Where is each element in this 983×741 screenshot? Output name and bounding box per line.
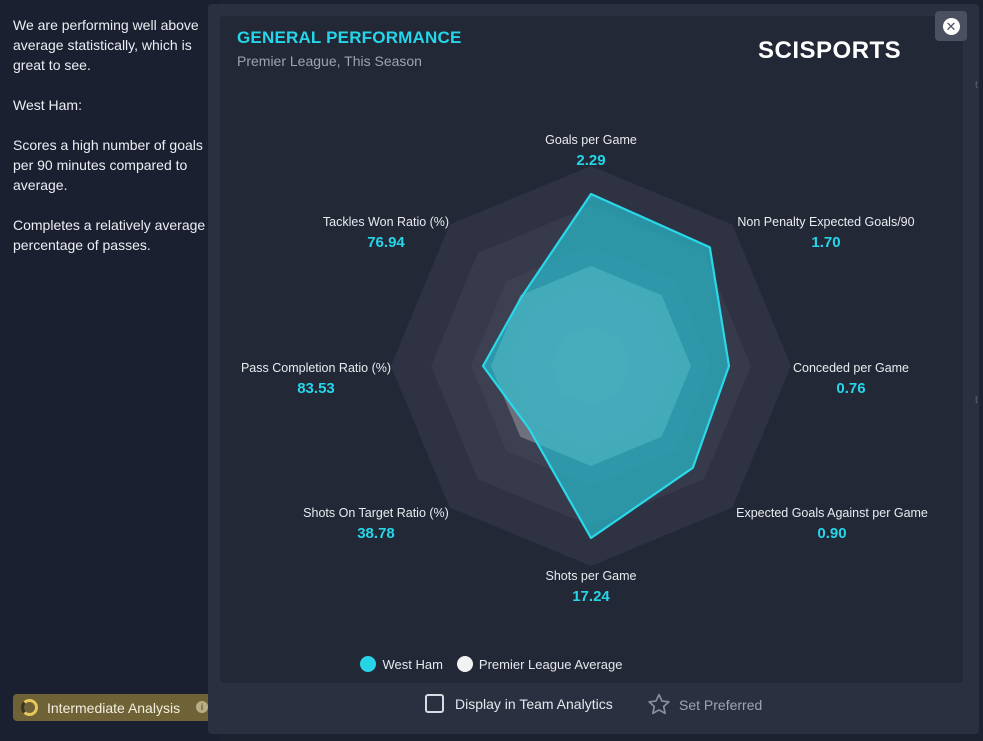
display-team-analytics-checkbox[interactable]: Display in Team Analytics xyxy=(425,694,613,713)
legend-label: West Ham xyxy=(382,656,443,672)
legend-swatch xyxy=(360,656,377,672)
axis-label: Shots per Game xyxy=(545,569,637,583)
legend-swatch xyxy=(456,656,473,672)
axis-value: 2.29 xyxy=(576,152,606,169)
intermediate-analysis-label: Intermediate Analysis xyxy=(47,699,181,716)
axis-value: 0.76 xyxy=(836,380,866,397)
axis-value: 76.94 xyxy=(367,234,405,251)
axis-value: 17.24 xyxy=(572,588,610,605)
background-edge-glyph: t xyxy=(975,80,978,91)
close-button[interactable]: ✕ xyxy=(935,11,967,41)
chart-legend: West Ham Premier League Average xyxy=(0,656,983,672)
card-title: GENERAL PERFORMANCE xyxy=(237,28,462,47)
scisports-logo: SCISPORTS xyxy=(758,37,902,64)
axis-label: Non Penalty Expected Goals/90 xyxy=(737,215,915,229)
axis-label: Tackles Won Ratio (%) xyxy=(322,215,450,229)
axis-label: Conceded per Game xyxy=(792,361,910,375)
analysis-paragraph: Completes a relatively average percentag… xyxy=(13,217,206,253)
axis-label: Expected Goals Against per Game xyxy=(736,506,928,520)
axis-value: 1.70 xyxy=(811,234,841,251)
star-icon xyxy=(648,693,670,715)
radar-chart xyxy=(391,166,791,566)
set-preferred-button[interactable]: Set Preferred xyxy=(646,692,762,717)
info-icon[interactable]: i xyxy=(196,701,208,713)
legend-item-league-average: Premier League Average xyxy=(456,656,623,672)
left-panel: We are performing well above average sta… xyxy=(0,0,220,741)
axis-value: 83.53 xyxy=(297,380,335,397)
legend-item-west-ham: West Ham xyxy=(360,656,443,672)
set-preferred-label: Set Preferred xyxy=(679,696,763,713)
analysis-paragraph: Scores a high number of goals per 90 min… xyxy=(13,137,203,193)
series-west-ham-area xyxy=(481,192,731,540)
background-edge-glyph: t xyxy=(975,395,978,406)
legend-label: Premier League Average xyxy=(478,656,623,672)
axis-value: 38.78 xyxy=(357,525,395,542)
axis-label: Goals per Game xyxy=(545,133,637,147)
axis-value: 0.90 xyxy=(817,525,847,542)
analysis-text: We are performing well above average sta… xyxy=(13,15,213,275)
intermediate-analysis-button[interactable]: Intermediate Analysis i xyxy=(13,694,211,721)
display-team-analytics-label: Display in Team Analytics xyxy=(455,695,613,712)
close-icon: ✕ xyxy=(942,17,960,35)
checkbox-box[interactable] xyxy=(425,694,444,713)
axis-label: Pass Completion Ratio (%) xyxy=(240,361,392,375)
axis-label: Shots On Target Ratio (%) xyxy=(303,506,449,520)
analysis-paragraph: West Ham: xyxy=(13,97,82,113)
progress-ring-icon xyxy=(21,699,38,716)
analysis-paragraph: We are performing well above average sta… xyxy=(13,17,199,73)
card-subtitle: Premier League, This Season xyxy=(237,53,422,69)
